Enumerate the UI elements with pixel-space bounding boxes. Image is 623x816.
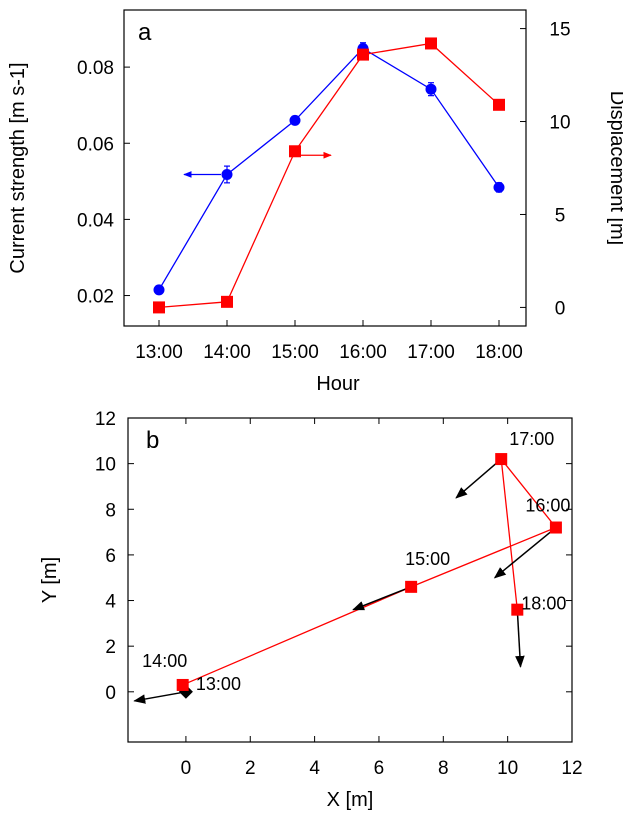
chart-b-y-tick-label: 0 <box>105 683 116 704</box>
chart-b-x-tick-label: 6 <box>374 758 385 779</box>
chart-a-point <box>221 295 233 308</box>
chart-a-y2-tick-label: 10 <box>549 113 570 134</box>
chart-a: a 0.02 0.04 0.06 0.08 0 5 10 15 13:00 14:00 15:0… <box>7 9 623 395</box>
chart-a-series-line <box>158 42 500 309</box>
chart-b-vector-arrow <box>352 586 412 611</box>
chart-b-vector-arrow <box>133 691 187 704</box>
chart-a-y-axis-label: Current strength [m s-1] <box>7 62 29 273</box>
chart-b: b 0 2 4 6 8 10 12 0 2 4 6 8 10 12 13:00 14:00 15:00 16:… <box>39 409 583 811</box>
chart-b-y-tick-label: 4 <box>105 592 116 613</box>
chart-a-y-tick-label: 0.04 <box>77 210 114 231</box>
chart-b-time-label: 18:00 <box>521 594 566 614</box>
chart-b-x-tick-label: 0 <box>181 758 192 779</box>
chart-b-frame <box>127 417 573 743</box>
chart-b-x-tick-label: 8 <box>438 758 449 779</box>
chart-a-point <box>425 37 437 50</box>
chart-b-x-axis-label: X [m] <box>327 789 374 811</box>
chart-a-point <box>493 98 505 111</box>
chart-b-point <box>549 521 562 534</box>
chart-a-y-tick-label: 0.02 <box>77 287 114 308</box>
chart-a-frame <box>123 9 527 327</box>
chart-a-x-tick-label: 15:00 <box>271 342 319 363</box>
chart-a-x-tick-label: 16:00 <box>339 342 387 363</box>
chart-b-time-label: 16:00 <box>525 496 570 516</box>
chart-b-y-axis-label: Y [m] <box>39 557 61 603</box>
chart-a-y2-axis-label: Displacement [m] <box>606 91 623 246</box>
chart-b-x-tick-label: 4 <box>309 758 320 779</box>
chart-b-y-tick-label: 12 <box>95 409 116 430</box>
chart-b-y-tick-label: 10 <box>95 455 116 476</box>
chart-a-x-axis-label: Hour <box>316 373 360 395</box>
chart-a-point <box>289 114 301 126</box>
chart-a-y2-tick-label: 0 <box>555 298 566 319</box>
chart-a-point <box>357 48 369 61</box>
chart-b-y-tick-label: 2 <box>105 637 116 658</box>
chart-a-y2-tick-label: 5 <box>555 205 566 226</box>
chart-a-y-tick-label: 0.06 <box>77 134 114 155</box>
chart-b-x-tick-label: 12 <box>561 758 582 779</box>
chart-b-time-label: 13:00 <box>196 674 241 694</box>
chart-a-point <box>493 181 505 193</box>
chart-b-trajectory-line <box>181 456 557 693</box>
chart-b-x-tick-label: 10 <box>497 758 518 779</box>
chart-a-x-tick-label: 17:00 <box>407 342 455 363</box>
chart-b-vector-arrow <box>493 526 557 579</box>
chart-a-point <box>153 284 165 296</box>
chart-b-y-tick-label: 6 <box>105 546 116 567</box>
chart-a-x-tick-label: 14:00 <box>203 342 251 363</box>
chart-b-point <box>495 453 508 466</box>
chart-a-x-tick-label: 18:00 <box>475 342 523 363</box>
chart-a-y2-tick-label: 15 <box>549 20 570 41</box>
chart-b-time-label: 14:00 <box>142 651 187 671</box>
chart-b-point <box>511 603 524 616</box>
chart-a-panel-label: a <box>138 19 152 46</box>
chart-b-y-tick-label: 8 <box>105 500 116 521</box>
chart-b-vector-arrow <box>515 609 525 668</box>
chart-a-point <box>153 301 165 314</box>
chart-b-panel-label: b <box>146 427 159 454</box>
chart-b-time-label: 15:00 <box>405 549 450 569</box>
chart-b-x-tick-label: 2 <box>245 758 256 779</box>
chart-b-vector-arrow <box>455 458 502 499</box>
chart-a-point <box>221 168 233 180</box>
chart-a-point <box>289 145 301 158</box>
chart-b-point <box>176 678 189 691</box>
chart-a-x-tick-label: 13:00 <box>135 342 183 363</box>
chart-b-time-label: 17:00 <box>509 429 554 449</box>
chart-a-series-line <box>158 47 500 291</box>
chart-a-point <box>425 83 437 95</box>
chart-a-y-tick-label: 0.08 <box>77 58 114 79</box>
chart-b-point <box>405 580 418 593</box>
